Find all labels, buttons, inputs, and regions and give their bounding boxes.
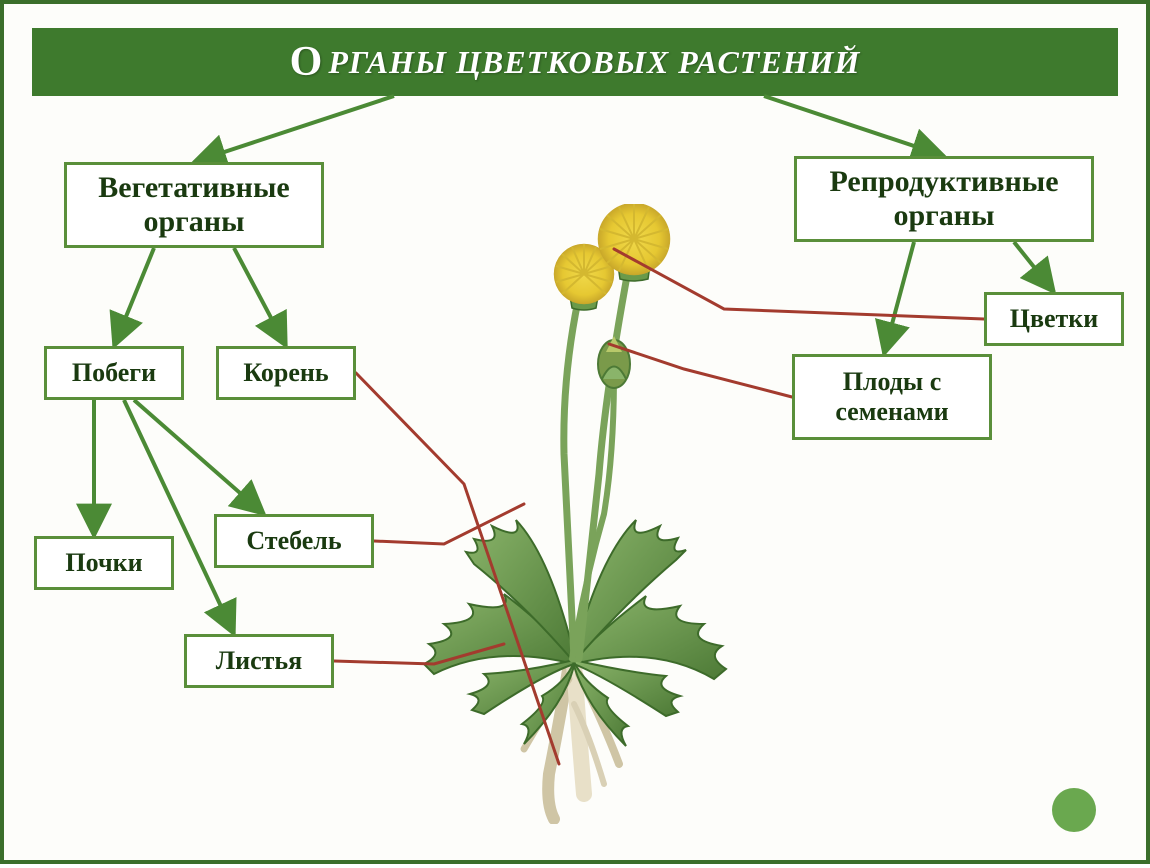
box-root: Корень <box>216 346 356 400</box>
plant-illustration <box>374 204 774 824</box>
box-stem: Стебель <box>214 514 374 568</box>
box-leaves: Листья <box>184 634 334 688</box>
box-reproductive-organs: Репродуктивные органы <box>794 156 1094 242</box>
box-buds: Почки <box>34 536 174 590</box>
box-fruits: Плоды с семенами <box>792 354 992 440</box>
decorative-circle <box>1052 788 1096 832</box>
box-vegetative-organs: Вегетативные органы <box>64 162 324 248</box>
box-flowers: Цветки <box>984 292 1124 346</box>
box-shoots: Побеги <box>44 346 184 400</box>
title-bar: О РГАНЫ ЦВЕТКОВЫХ РАСТЕНИЙ <box>32 28 1118 96</box>
title-rest: РГАНЫ ЦВЕТКОВЫХ РАСТЕНИЙ <box>328 44 860 81</box>
plant-svg <box>374 204 774 824</box>
plant-bud <box>598 336 630 388</box>
slide-frame: О РГАНЫ ЦВЕТКОВЫХ РАСТЕНИЙ <box>0 0 1150 864</box>
plant-root <box>524 664 619 819</box>
title-first-letter: О <box>290 38 324 86</box>
